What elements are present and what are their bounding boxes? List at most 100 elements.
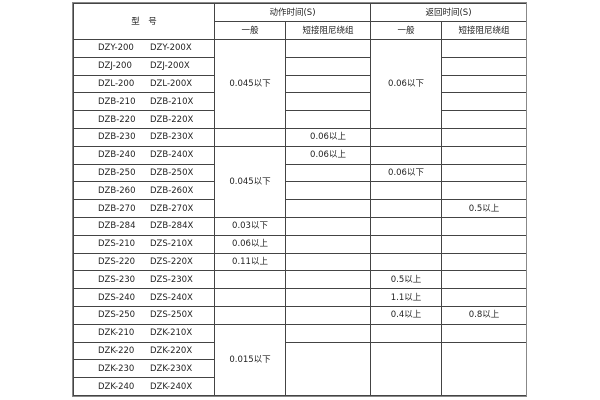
header-action-time: 动作时间(S) [214, 3, 371, 22]
table-row: DZK-220 DZK-220X [73, 341, 527, 396]
header-return-time: 返回时间(S) [370, 3, 527, 22]
model-code: DZJ-200 [98, 61, 132, 72]
model-cell: DZK-230 DZK-230X [73, 359, 215, 379]
model-code-x: DZY-200X [150, 43, 192, 54]
empty-cell [285, 39, 371, 58]
value-cell: 0.06以下 [370, 39, 442, 129]
table-row: DZK-240 DZK-240X [73, 377, 527, 396]
header-model: 型 号 [73, 3, 215, 40]
empty-cell [285, 216, 371, 236]
header-action-general: 一般 [214, 21, 286, 40]
model-code-x: DZB-250X [150, 167, 194, 178]
table-row: DZS-250 DZS-250X 0.4以上 0.8以上 [73, 305, 527, 325]
model-code-x: DZK-240X [150, 381, 193, 392]
model-code: DZS-220 [98, 256, 136, 267]
value-cell: 1.1以上 [370, 288, 442, 307]
empty-cell [285, 163, 371, 183]
value-cell: 0.06以上 [285, 127, 371, 147]
empty-cell [441, 341, 527, 396]
empty-cell [441, 92, 527, 112]
model-cell: DZB-220 DZB-220X [73, 110, 215, 129]
value-cell: 0.8以上 [441, 305, 527, 325]
table-row: DZK-210 DZK-210X 0.015以下 [73, 323, 527, 396]
empty-cell [370, 127, 442, 147]
empty-cell [441, 145, 527, 165]
empty-cell [285, 270, 371, 290]
empty-cell [441, 270, 527, 290]
empty-cell [441, 110, 527, 129]
value-cell: 0.06以上 [285, 145, 371, 165]
model-code: DZB-270 [98, 203, 136, 214]
model-code: DZB-284 [98, 221, 136, 232]
table-row: DZS-240 DZS-240X 1.1以上 [73, 288, 527, 307]
relay-timing-table: 型 号 动作时间(S) 返回时间(S) 一般 短接阻尼绕组 一般 短接阻尼绕组 … [73, 3, 527, 396]
model-code-x: DZB-284X [150, 221, 194, 232]
empty-cell [285, 305, 371, 325]
model-code: DZK-230 [98, 363, 135, 374]
model-cell: DZB-250 DZB-250X [73, 163, 215, 183]
model-code-x: DZB-260X [150, 185, 194, 196]
model-code-x: DZK-230X [150, 363, 193, 374]
model-cell: DZB-210 DZB-210X [73, 92, 215, 112]
empty-cell [285, 92, 371, 112]
model-cell: DZY-200 DZY-200X [73, 39, 215, 58]
model-code: DZB-210 [98, 96, 136, 107]
table-row: DZB-284 DZB-284X 0.03以下 [73, 216, 527, 236]
value-cell: 0.03以下 [214, 216, 286, 236]
model-code-x: DZS-220X [150, 256, 193, 267]
empty-cell [370, 145, 442, 165]
empty-cell [441, 74, 527, 94]
header-return-general: 一般 [370, 21, 442, 40]
model-code-x: DZL-200X [150, 78, 193, 89]
empty-cell [441, 39, 527, 58]
model-code-x: DZJ-200X [150, 61, 190, 72]
empty-cell [214, 305, 286, 325]
model-code-x: DZB-210X [150, 96, 194, 107]
value-cell: 0.045以下 [214, 145, 286, 218]
model-code-x: DZS-230X [150, 274, 193, 285]
value-cell: 0.4以上 [370, 305, 442, 325]
empty-cell [285, 323, 371, 343]
empty-cell [370, 323, 442, 343]
empty-cell [285, 252, 371, 272]
header-action-short: 短接阻尼绕组 [285, 21, 371, 40]
table-row: DZB-230 DZB-230X 0.06以上 [73, 127, 527, 147]
empty-cell [285, 234, 371, 254]
empty-cell [285, 288, 371, 307]
table-row: DZS-210 DZS-210X 0.06以上 [73, 234, 527, 254]
model-code-x: DZB-240X [150, 150, 194, 161]
table-row: DZJ-200 DZJ-200X [73, 56, 527, 76]
model-code-x: DZB-220X [150, 114, 194, 125]
model-cell: DZS-220 DZS-220X [73, 252, 215, 272]
table-row: DZB-210 DZB-210X [73, 92, 527, 112]
model-cell: DZB-284 DZB-284X [73, 216, 215, 236]
empty-cell [441, 56, 527, 76]
value-cell: 0.5以上 [441, 199, 527, 218]
model-cell: DZS-240 DZS-240X [73, 288, 215, 307]
table-row: DZY-200 DZY-200X 0.045以下 0.06以下 [73, 39, 527, 129]
value-cell: 0.11以上 [214, 252, 286, 272]
model-code-x: DZS-250X [150, 310, 193, 321]
model-cell: DZB-240 DZB-240X [73, 145, 215, 165]
value-cell: 0.5以上 [370, 270, 442, 290]
table-row: DZB-250 DZB-250X 0.06以下 [73, 163, 527, 183]
empty-cell [214, 270, 286, 290]
empty-cell [370, 181, 442, 201]
empty-cell [441, 216, 527, 236]
model-code: DZB-230 [98, 132, 136, 143]
empty-cell [441, 127, 527, 147]
empty-cell [214, 127, 286, 147]
model-code-x: DZS-240X [150, 292, 193, 303]
model-cell: DZK-210 DZK-210X [73, 323, 215, 343]
value-cell: 0.06以上 [214, 234, 286, 254]
model-code: DZB-240 [98, 150, 136, 161]
empty-cell [285, 181, 371, 201]
model-code-x: DZB-270X [150, 203, 194, 214]
value-cell: 0.015以下 [214, 323, 286, 396]
model-cell: DZL-200 DZL-200X [73, 74, 215, 94]
table-row: DZL-200 DZL-200X [73, 74, 527, 94]
table-row: DZB-270 DZB-270X 0.5以上 [73, 199, 527, 218]
table-row: DZS-220 DZS-220X 0.11以上 [73, 252, 527, 272]
model-code: DZS-210 [98, 239, 136, 250]
model-code: DZB-250 [98, 167, 136, 178]
